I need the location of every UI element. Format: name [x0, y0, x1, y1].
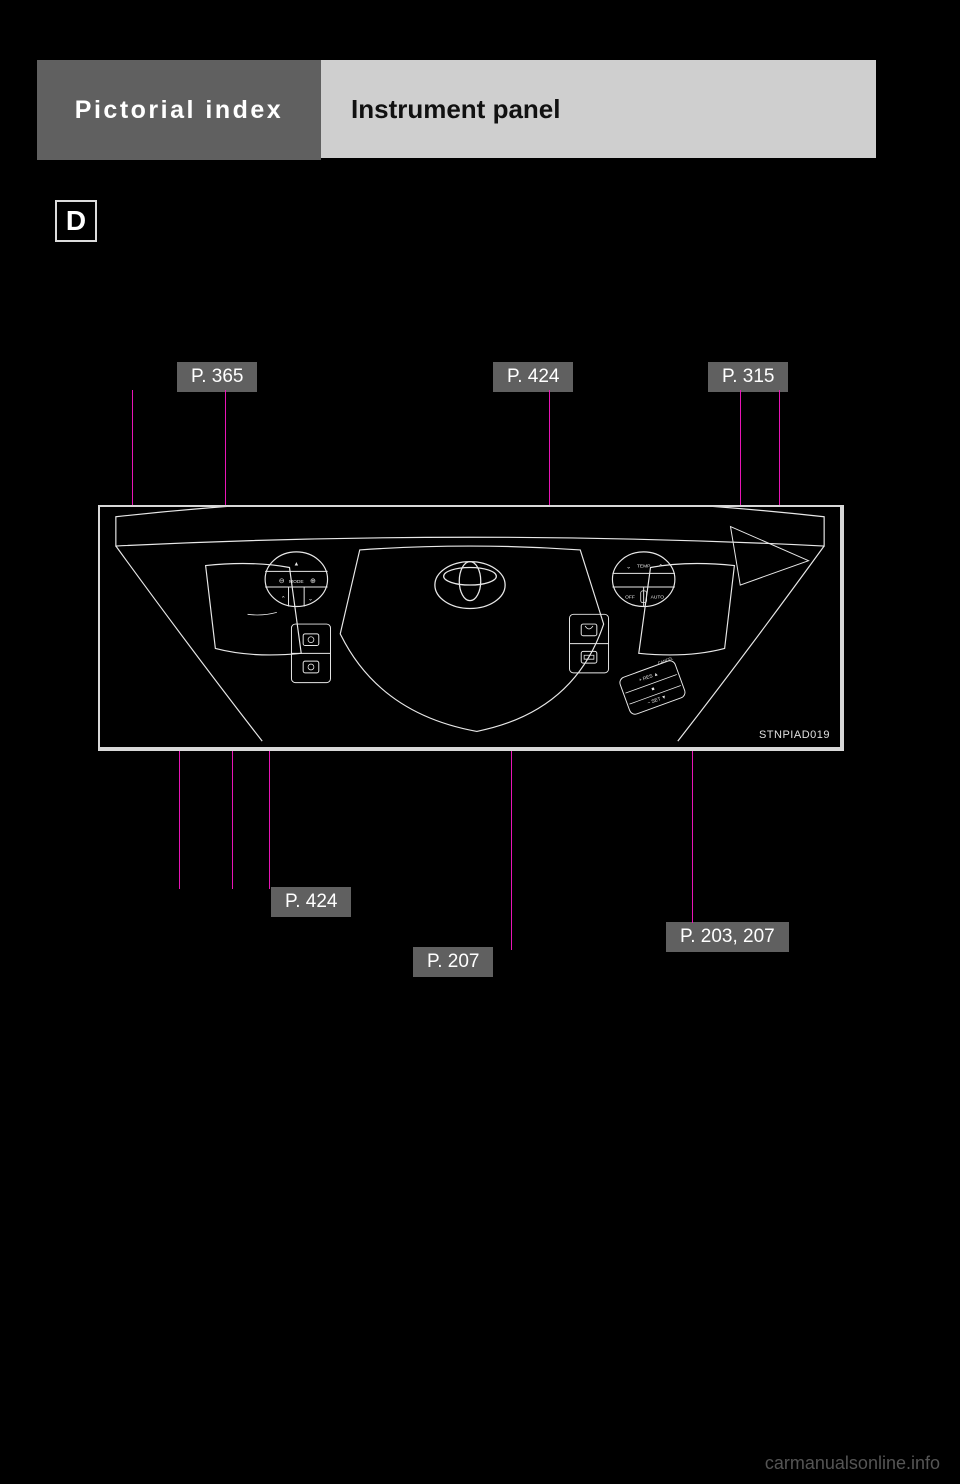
svg-text:− SET ▼: − SET ▼	[647, 694, 668, 706]
svg-text:⊖: ⊖	[279, 578, 285, 585]
svg-text:MODE: MODE	[289, 579, 304, 585]
svg-text:⌄: ⌄	[308, 597, 313, 603]
svg-text:OFF: OFF	[625, 595, 635, 601]
svg-text:⌃: ⌃	[281, 596, 286, 603]
tab-pictorial-index: Pictorial index	[37, 60, 321, 160]
page-ref-bot-left: P. 424	[271, 887, 351, 917]
tab-dark-label: Pictorial index	[75, 96, 283, 125]
tab-instrument-panel: Instrument panel	[321, 60, 876, 158]
svg-text:CANCEL: CANCEL	[657, 655, 674, 665]
section-badge: D	[55, 200, 97, 242]
tab-light-label: Instrument panel	[351, 94, 560, 125]
section-badge-letter: D	[66, 205, 86, 237]
svg-text:⌃: ⌃	[658, 563, 663, 570]
svg-text:⌄: ⌄	[626, 564, 631, 570]
page-ref-bot-mid: P. 207	[413, 947, 493, 977]
svg-text:TEMP: TEMP	[637, 563, 651, 569]
svg-text:⊕: ⊕	[310, 578, 316, 585]
illustration-image-code: STNPIAD019	[759, 729, 830, 741]
page-ref-top-right: P. 315	[708, 362, 788, 392]
steering-wheel-illustration: ⊖ ⊕ ▲ MODE ⌃ ⌄ TEM	[98, 505, 844, 751]
svg-text:▲: ▲	[293, 562, 299, 568]
page-ref-top-mid: P. 424	[493, 362, 573, 392]
svg-text:AUTO: AUTO	[651, 595, 665, 601]
manual-page: Pictorial index Instrument panel D P. 36…	[0, 0, 960, 1484]
page-ref-top-left: P. 365	[177, 362, 257, 392]
svg-text:■: ■	[651, 687, 656, 693]
watermark: carmanualsonline.info	[765, 1453, 940, 1474]
page-ref-bot-right: P. 203, 207	[666, 922, 789, 952]
svg-text:+ RES ▲: + RES ▲	[638, 671, 659, 684]
